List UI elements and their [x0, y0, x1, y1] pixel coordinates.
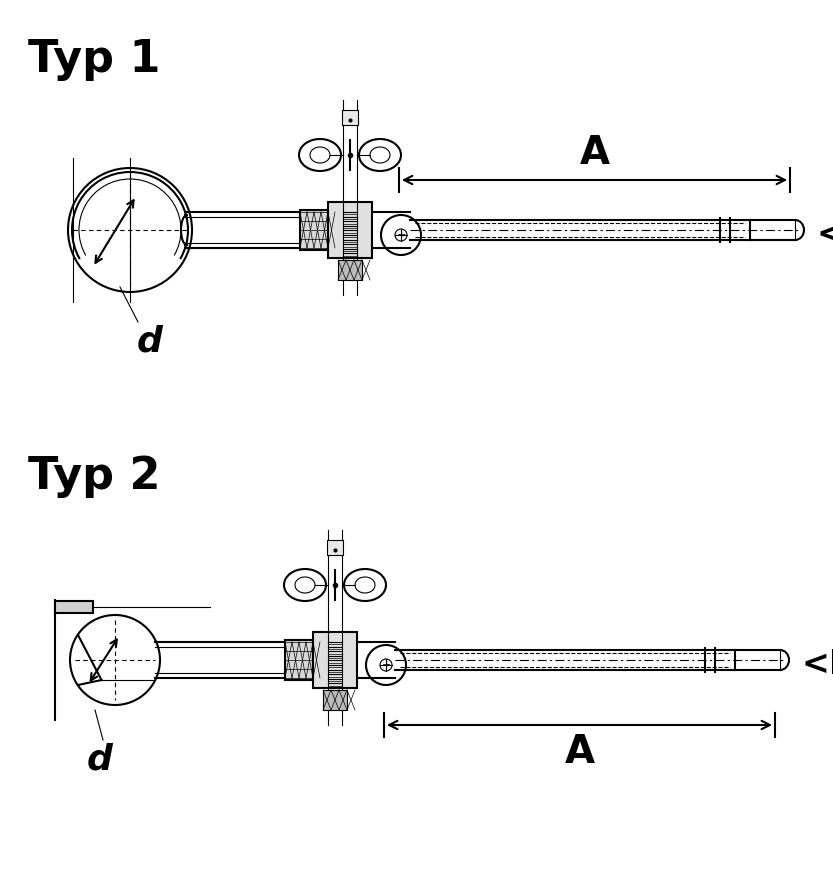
- Text: d: d: [137, 324, 163, 358]
- Text: +: +: [397, 230, 406, 240]
- Bar: [327, 540, 343, 555]
- Bar: [55, 601, 93, 613]
- Text: d: d: [87, 743, 113, 777]
- Text: Typ 2: Typ 2: [28, 455, 161, 498]
- Text: Typ 1: Typ 1: [28, 38, 161, 81]
- Bar: [313, 632, 357, 688]
- Bar: [338, 260, 362, 280]
- Text: +: +: [382, 660, 391, 670]
- Bar: [323, 690, 347, 710]
- Text: <D: <D: [817, 218, 833, 250]
- Bar: [328, 202, 372, 258]
- Bar: [285, 640, 313, 680]
- Text: <D: <D: [802, 648, 833, 681]
- Bar: [300, 210, 328, 250]
- Text: A: A: [565, 733, 595, 771]
- Text: A: A: [580, 134, 610, 172]
- Bar: [342, 110, 358, 125]
